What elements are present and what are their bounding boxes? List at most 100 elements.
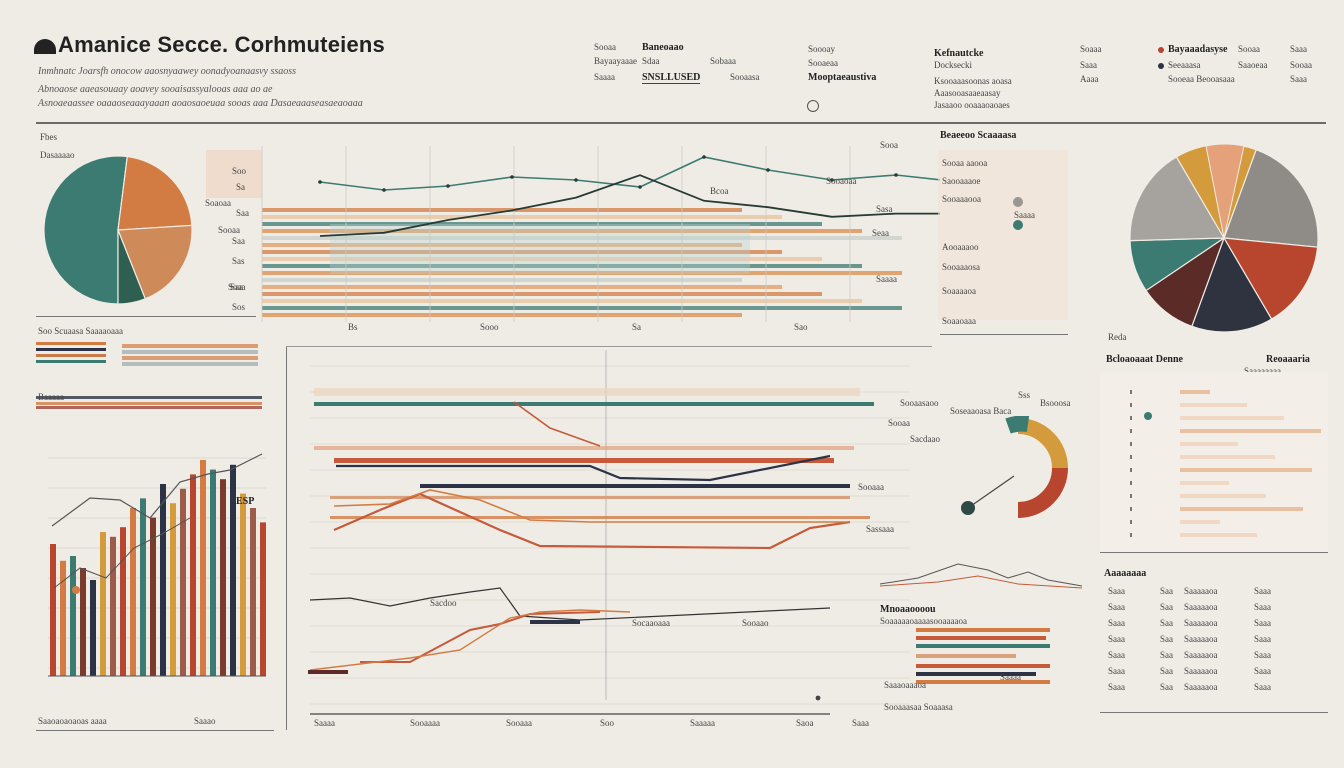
label: Bayaayaaae <box>594 56 637 66</box>
series-line <box>333 489 850 523</box>
legend-bar <box>122 344 258 348</box>
hbar <box>1180 416 1284 420</box>
subtitle-line: Abnoaose aaeasouaay aoavey sooaisassyalo… <box>38 84 273 95</box>
panel-title: Mnoaaoooou <box>880 604 936 615</box>
label: Sdaa <box>642 56 660 66</box>
stripe-bar <box>262 229 862 233</box>
hbar <box>1180 507 1303 511</box>
stripe-bar <box>262 208 742 212</box>
gauge-arc <box>1017 467 1068 518</box>
overlay-band <box>330 224 750 274</box>
bar <box>190 474 196 676</box>
text-line: Aooaaaoo <box>942 242 979 252</box>
panel-title: Fbes <box>40 132 58 142</box>
callout: Sassaaa <box>866 524 894 534</box>
cell: Soaaa <box>1080 44 1102 54</box>
pie-slice <box>1205 143 1245 239</box>
panel-title: Beaeeoo Scaaaasa <box>940 130 1017 141</box>
x-label: Sooaaaa <box>410 718 440 728</box>
legend-bar <box>36 396 262 399</box>
label: Sooaeaa <box>808 58 838 68</box>
block-line: Ksooaaasoonas aoasa <box>934 76 1012 86</box>
x-label: Saaa <box>852 718 869 728</box>
text-line: Saooaaaoe <box>942 176 981 186</box>
note: Saaaoaaaoa <box>884 680 926 690</box>
hbar <box>1180 442 1238 446</box>
table-cell: Saaa <box>1108 634 1125 644</box>
data-point <box>702 155 706 159</box>
hbar <box>1180 481 1229 485</box>
pie-slice <box>117 229 147 305</box>
dot-icon <box>1013 220 1023 230</box>
data-point <box>72 586 80 594</box>
table-cell: Saaa <box>1108 586 1125 596</box>
bar <box>240 493 246 676</box>
mini-line-chart <box>879 563 1083 589</box>
cell: Saaa <box>1290 44 1307 54</box>
callout: Saaaa <box>876 274 897 284</box>
stripe-bar <box>262 278 742 282</box>
divider <box>1100 712 1328 713</box>
pie-slice <box>117 155 193 231</box>
table-cell: Saaaaaoa <box>1184 650 1218 660</box>
callout: Bsooosa <box>1040 398 1071 408</box>
block-sub: Docksecki <box>934 60 972 70</box>
pie-slice <box>1129 156 1226 242</box>
series-line <box>513 401 601 447</box>
table-cell: Saaaaaoa <box>1184 618 1218 628</box>
band <box>330 516 870 519</box>
text-line: Sooaa aaooa <box>942 158 988 168</box>
label: SNSLLUSED <box>642 72 701 84</box>
divider <box>1100 552 1328 553</box>
tick <box>1130 494 1132 498</box>
table-cell: Saa <box>1160 634 1173 644</box>
band <box>314 388 860 396</box>
bar <box>180 488 186 676</box>
text-panel-bg <box>938 150 1068 320</box>
hbar <box>1180 455 1275 459</box>
cell: Saaa <box>1080 60 1097 70</box>
table-cell: Saaa <box>1254 650 1271 660</box>
callout: Sooaasaoo <box>900 398 939 408</box>
bar <box>50 544 56 676</box>
table-row: Saaa Saa Saaaaaoa Saaa <box>1104 666 1330 682</box>
divider <box>36 730 274 731</box>
tick-label: Soo <box>232 166 247 176</box>
cell: Sooaa <box>1290 60 1312 70</box>
tick <box>1130 416 1132 420</box>
table-cell: Saa <box>1160 602 1173 612</box>
label: Bcloaoaaat Denne <box>1106 354 1183 365</box>
band <box>314 402 874 406</box>
callout: Sacdoo <box>430 598 457 608</box>
callout: Sss <box>1018 390 1031 400</box>
pie-slice <box>43 155 128 305</box>
bar <box>80 568 86 676</box>
x-label: Sa <box>632 322 641 332</box>
text-line: Soaaaaoa <box>942 286 976 296</box>
data-point <box>574 178 578 182</box>
divider <box>36 316 256 317</box>
x-label: Saoa <box>796 718 814 728</box>
text-line: Sooaaaooa <box>942 194 981 204</box>
table-cell: Saaaaaoa <box>1184 586 1218 596</box>
label: Saaaaaaaa <box>1244 366 1281 376</box>
table-cell: Saaaaaoa <box>1184 666 1218 676</box>
data-point <box>815 695 821 701</box>
tick <box>1130 429 1132 433</box>
table-cell: Saaa <box>1254 618 1271 628</box>
table-cell: Saa <box>1160 586 1173 596</box>
table-cell: Saa <box>1160 650 1173 660</box>
series-line <box>309 609 631 671</box>
data-point <box>382 188 386 192</box>
cell: Bayaaadasyse <box>1168 44 1228 55</box>
table-cell: Saaa <box>1108 666 1125 676</box>
stripe-bar <box>262 250 782 254</box>
data-point <box>1144 412 1152 420</box>
bar <box>130 508 136 676</box>
stripe-bar <box>262 285 782 289</box>
stripe-bar <box>262 257 822 261</box>
table-row: Saaa Saa Saaaaaoa Saaa <box>1104 650 1330 666</box>
stripe-bar <box>262 299 862 303</box>
tick-label: Sos <box>232 302 246 312</box>
table-cell: Saaa <box>1254 602 1271 612</box>
